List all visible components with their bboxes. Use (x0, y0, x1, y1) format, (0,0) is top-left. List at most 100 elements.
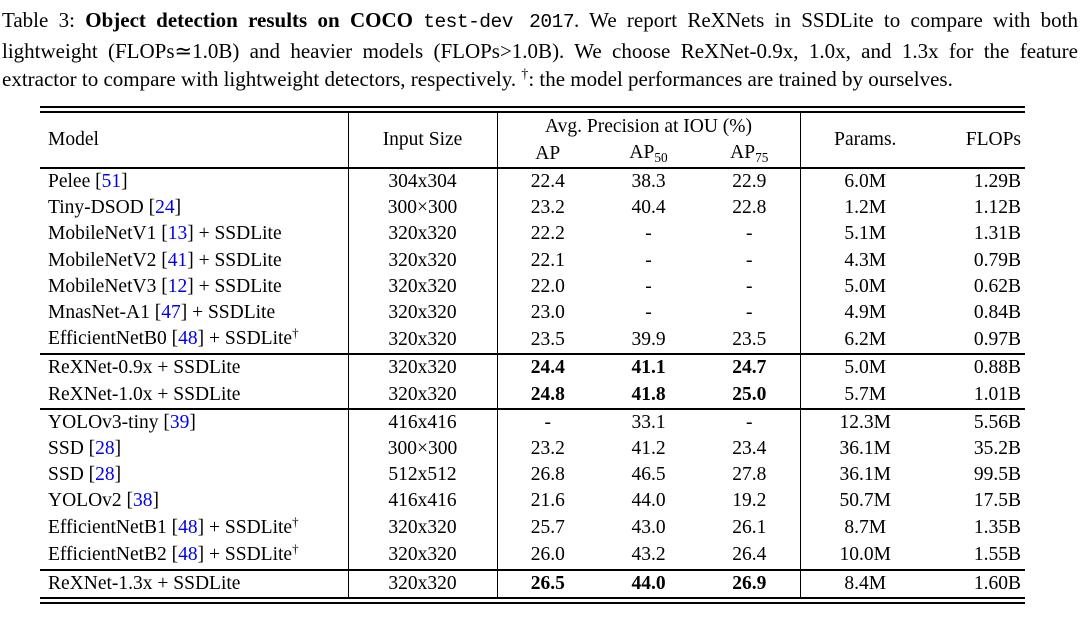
caption-title-bold: Object detection results on COCO (85, 8, 424, 32)
model-cell: Pelee [51] (40, 166, 348, 196)
params-cell: 12.3M (799, 407, 931, 437)
citation-link[interactable]: 48 (178, 328, 198, 350)
citation-link[interactable]: 28 (95, 464, 115, 486)
input-size-cell: 320x320 (347, 541, 498, 571)
header-ap75: AP75 (730, 142, 769, 165)
caption-body: . We report ReXNets in SSDLite to compar… (2, 8, 1079, 91)
bottom-rule (40, 597, 1025, 605)
params-cell: 5.7M (799, 381, 931, 409)
input-size-cell: 300×300 (347, 195, 498, 222)
ap75-cell: 24.7 (699, 353, 801, 382)
input-size-cell: 300×300 (347, 436, 498, 463)
flops-cell: 0.79B (973, 249, 1022, 271)
ap75-cell: - (746, 249, 753, 271)
params-cell: 10.0M (799, 541, 931, 571)
flops-cell: 99.5B (973, 464, 1022, 486)
top-rule (40, 105, 1025, 113)
ap75-cell: 22.9 (699, 166, 801, 196)
flops-cell: 35.2B (973, 438, 1022, 460)
citation-link[interactable]: 28 (95, 438, 115, 460)
header-input-size: Input Size (347, 112, 498, 168)
model-cell: MobileNetV2 [41] + SSDLite (48, 249, 282, 271)
table-body: Pelee [51] 304x304 22.4 38.3 22.9 6.0M 1.29B Ti… (40, 166, 1026, 598)
ap75-cell: 23.5 (732, 328, 767, 350)
ap50-cell: 39.9 (631, 328, 666, 350)
model-cell: YOLOv3-tiny [39] (40, 407, 348, 437)
model-cell: SSD [28] (48, 464, 122, 486)
ap75-cell: 19.2 (732, 490, 767, 512)
flops-cell: 0.97B (973, 328, 1022, 350)
citation-link[interactable]: 48 (178, 516, 198, 538)
header-params: Params. (799, 112, 931, 168)
ap-cell: 23.2 (530, 197, 565, 219)
params-cell: 4.9M (799, 300, 931, 327)
citation-link[interactable]: 12 (167, 275, 188, 297)
citation-link[interactable]: 41 (167, 249, 188, 271)
ap50-cell: - (645, 223, 652, 245)
citation-link[interactable]: 47 (161, 302, 181, 324)
input-size-cell: 320x320 (347, 221, 498, 248)
citation-link[interactable]: 38 (133, 490, 153, 512)
ap-cell: 21.6 (530, 490, 565, 512)
ap-cell: - (497, 407, 598, 437)
model-cell: MobileNetV3 [12] + SSDLite (48, 275, 282, 297)
table-row: ReXNet-1.3x + SSDLite 320x320 26.5 44.0 26.9… (40, 569, 1026, 598)
table-row: MnasNet-A1 [47] + SSDLite 320x320 23.0 - - 4.… (40, 300, 1025, 327)
header-flops: FLOPs (965, 129, 1022, 150)
params-cell: 4.3M (799, 247, 931, 274)
citation-link[interactable]: 51 (101, 171, 122, 192)
input-size-cell: 320x320 (347, 273, 498, 301)
header-model: Model (48, 129, 99, 150)
params-cell: 1.2M (799, 195, 931, 222)
params-cell: 36.1M (799, 436, 931, 463)
flops-cell: 1.35B (973, 517, 1022, 539)
input-size-cell: 512x512 (347, 462, 498, 489)
model-cell: MnasNet-A1 [47] + SSDLite (48, 302, 276, 324)
ap-cell: 25.7 (530, 517, 565, 539)
citation-link[interactable]: 39 (169, 411, 190, 433)
ap50-cell: - (645, 249, 652, 271)
ap50-cell: 41.2 (631, 438, 666, 460)
input-size-cell: 320x320 (347, 569, 498, 598)
ap-cell: 22.0 (530, 275, 565, 297)
ap50-cell: - (645, 275, 652, 297)
table-row: MobileNetV2 [41] + SSDLite 320x320 22.1 - - 4… (40, 247, 1025, 274)
ap75-cell: 26.4 (732, 544, 767, 566)
ap50-cell: 33.1 (598, 407, 699, 437)
table-header: Model Input Size Avg. Precision at IOU (… (40, 112, 1025, 168)
ap75-cell: - (746, 223, 753, 245)
ap-cell: 22.4 (497, 166, 598, 196)
table-row: MobileNetV3 [12] + SSDLite 320x320 22.0 - - 5… (40, 273, 1025, 301)
results-table: Model Input Size Avg. Precision at IOU (… (40, 105, 1026, 605)
citation-link[interactable]: 24 (155, 197, 175, 219)
flops-cell: 0.88B (930, 353, 1026, 382)
ap-cell: 23.5 (530, 328, 565, 350)
ap50-cell: 38.3 (598, 166, 699, 196)
caption-dataset-mono: test-dev 2017 (423, 11, 575, 33)
params-cell: 50.7M (799, 488, 931, 515)
flops-cell: 1.01B (973, 383, 1022, 405)
model-cell: EfficientNetB1 [48] + SSDLite† (48, 514, 299, 538)
input-size-cell: 320x320 (347, 381, 498, 409)
params-cell: 6.2M (799, 326, 931, 355)
model-cell: EfficientNetB0 [48] + SSDLite† (48, 326, 299, 350)
citation-link[interactable]: 13 (167, 223, 188, 245)
ap75-cell: 26.9 (699, 569, 801, 598)
ap-cell: 26.5 (497, 569, 598, 598)
input-size-cell: 320x320 (347, 247, 498, 274)
ap50-cell: 46.5 (631, 464, 666, 486)
ap75-cell: - (746, 275, 753, 297)
input-size-cell: 304x304 (347, 166, 498, 196)
citation-link[interactable]: 48 (178, 543, 198, 565)
ap50-cell: 41.1 (598, 353, 699, 382)
model-cell: SSD [28] (48, 438, 122, 460)
ap-cell: 24.8 (530, 383, 565, 405)
input-size-cell: 320x320 (347, 300, 498, 327)
input-size-cell: 416x416 (347, 488, 498, 515)
ap75-cell: 26.1 (732, 517, 767, 539)
table-row: EfficientNetB1 [48] + SSDLite† 320x320 25.… (40, 514, 1025, 542)
model-cell: ReXNet-1.3x + SSDLite (40, 569, 348, 598)
flops-cell: 1.31B (973, 223, 1022, 245)
model-cell: ReXNet-1.0x + SSDLite (48, 383, 241, 405)
